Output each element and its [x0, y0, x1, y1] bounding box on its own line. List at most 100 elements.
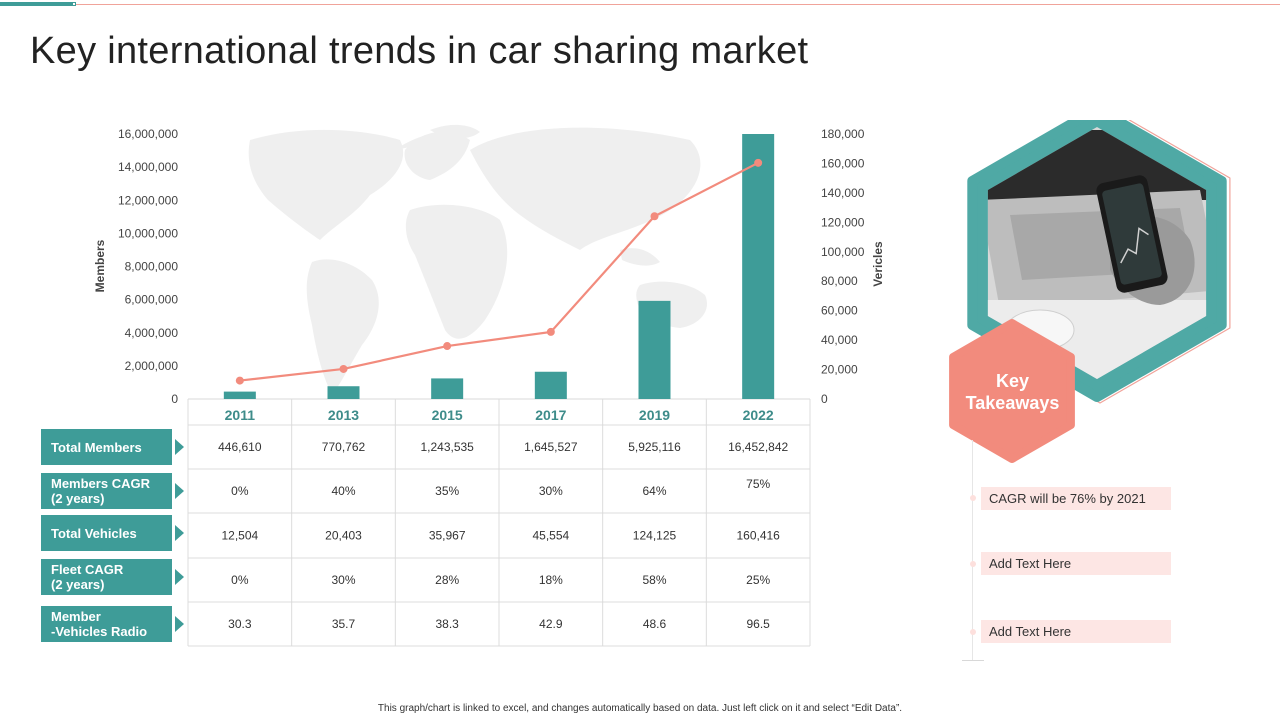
table-cell: 35.7 — [332, 617, 356, 631]
year-header-2013: 2013 — [328, 407, 359, 423]
bar-members-2015 — [431, 378, 464, 399]
takeaway-item-2[interactable]: Add Text Here — [981, 552, 1171, 575]
y-tick-label: 8,000,000 — [125, 260, 179, 274]
key-takeaways-hexagon — [949, 319, 1075, 463]
table-cell: 160,416 — [736, 529, 780, 543]
table-cell: 30% — [539, 484, 563, 498]
y2-axis-title: Vericles — [871, 241, 885, 287]
takeaways-timeline — [972, 440, 973, 660]
table-cell: 40% — [331, 484, 355, 498]
top-rule — [0, 4, 1280, 5]
bar-members-2017 — [534, 371, 567, 399]
row-label-2: Total Vehicles — [41, 515, 172, 551]
point-vehicles-2015 — [443, 342, 452, 351]
table-cell: 38.3 — [435, 617, 459, 631]
footnote: This graph/chart is linked to excel, and… — [377, 703, 903, 714]
map-land-1 — [306, 259, 379, 395]
table-cell: 20,403 — [325, 529, 362, 543]
y2-tick-label: 60,000 — [821, 304, 858, 318]
point-vehicles-2017 — [546, 327, 555, 336]
row-label-arrow-icon — [175, 616, 184, 632]
y-tick-label: 16,000,000 — [118, 127, 178, 141]
y2-tick-label: 180,000 — [821, 127, 865, 141]
table-cell: 48.6 — [643, 617, 667, 631]
table-cell: 25% — [746, 573, 770, 587]
table-cell: 28% — [435, 573, 459, 587]
takeaways-graphic — [949, 120, 1231, 463]
row-label-0: Total Members — [41, 429, 172, 465]
row-label-arrow-icon — [175, 439, 184, 455]
takeaway-item-1[interactable]: CAGR will be 76% by 2021 — [981, 487, 1171, 510]
bar-members-2011 — [223, 391, 256, 399]
map-land-4 — [470, 127, 701, 250]
y2-tick-label: 40,000 — [821, 333, 858, 347]
table-cell: 58% — [642, 573, 666, 587]
table-cell: 0% — [231, 573, 249, 587]
top-accent-dot — [72, 2, 76, 6]
year-header-2017: 2017 — [535, 407, 566, 423]
table-cell: 64% — [642, 484, 666, 498]
takeaway-item-3[interactable]: Add Text Here — [981, 620, 1171, 643]
table-cell: 75% — [746, 477, 770, 491]
map-land-6 — [430, 124, 480, 139]
y2-tick-label: 0 — [821, 392, 828, 406]
world-map-icon — [248, 124, 708, 395]
page-title: Key international trends in car sharing … — [30, 30, 809, 72]
table-cell: 446,610 — [218, 440, 262, 454]
table-cell: 12,504 — [221, 529, 258, 543]
takeaway-dot-2 — [970, 561, 976, 567]
bar-members-2022 — [742, 134, 775, 399]
year-header-2011: 2011 — [225, 407, 256, 423]
photo-phone-screen — [1102, 183, 1162, 285]
combo-chart: 0 2,000,000 4,000,000 6,000,000 8,000,000 10,… — [93, 124, 885, 647]
map-land-5 — [405, 204, 508, 339]
table-cell: 42.9 — [539, 617, 563, 631]
takeaway-dot-3 — [970, 629, 976, 635]
key-takeaways-title: Key Takeaways — [965, 371, 1060, 413]
point-vehicles-2019 — [650, 212, 659, 221]
point-vehicles-2013 — [339, 364, 348, 373]
y-tick-label: 0 — [171, 392, 178, 406]
table-cell: 18% — [539, 573, 563, 587]
map-land-8 — [620, 248, 660, 266]
table-cell: 5,925,116 — [628, 440, 681, 454]
table-cell: 1,645,527 — [524, 440, 578, 454]
point-vehicles-2011 — [235, 376, 244, 385]
table-cell: 1,243,535 — [420, 440, 474, 454]
table-cell: 30.3 — [228, 617, 252, 631]
year-header-2019: 2019 — [639, 407, 670, 423]
y2-tick-label: 160,000 — [821, 156, 865, 170]
table-cell: 35% — [435, 484, 459, 498]
table-cell: 124,125 — [633, 529, 677, 543]
takeaway-dot-1 — [970, 495, 976, 501]
y-tick-label: 2,000,000 — [125, 359, 179, 373]
row-label-3: Fleet CAGR (2 years) — [41, 559, 172, 595]
table-cell: 35,967 — [429, 529, 466, 543]
y2-tick-label: 80,000 — [821, 274, 858, 288]
table-cell: 96.5 — [746, 617, 770, 631]
table-cell: 0% — [231, 484, 249, 498]
line-vehicles — [239, 161, 759, 382]
row-label-arrow-icon — [175, 525, 184, 541]
y-tick-label: 4,000,000 — [125, 326, 179, 340]
y2-tick-label: 140,000 — [821, 186, 865, 200]
y-tick-label: 6,000,000 — [125, 293, 179, 307]
y-tick-label: 14,000,000 — [118, 160, 178, 174]
bar-members-2013 — [327, 386, 360, 399]
table-cell: 45,554 — [532, 529, 569, 543]
table-cell: 16,452,842 — [728, 440, 788, 454]
smartphone-laptop-photo-icon — [987, 127, 1207, 379]
y-tick-label: 12,000,000 — [118, 193, 178, 207]
y2-tick-label: 120,000 — [821, 215, 865, 229]
map-land-0 — [248, 129, 404, 240]
row-label-1: Members CAGR (2 years) — [41, 473, 172, 509]
year-header-2022: 2022 — [743, 407, 774, 423]
y2-tick-label: 20,000 — [821, 363, 858, 377]
takeaways-timeline-end — [962, 660, 984, 661]
row-label-arrow-icon — [175, 483, 184, 499]
row-label-arrow-icon — [175, 569, 184, 585]
photo-phone-graph — [1120, 227, 1149, 264]
year-header-2015: 2015 — [432, 407, 463, 423]
top-accent-bar — [0, 2, 72, 6]
row-label-4: Member -Vehicles Radio — [41, 606, 172, 642]
